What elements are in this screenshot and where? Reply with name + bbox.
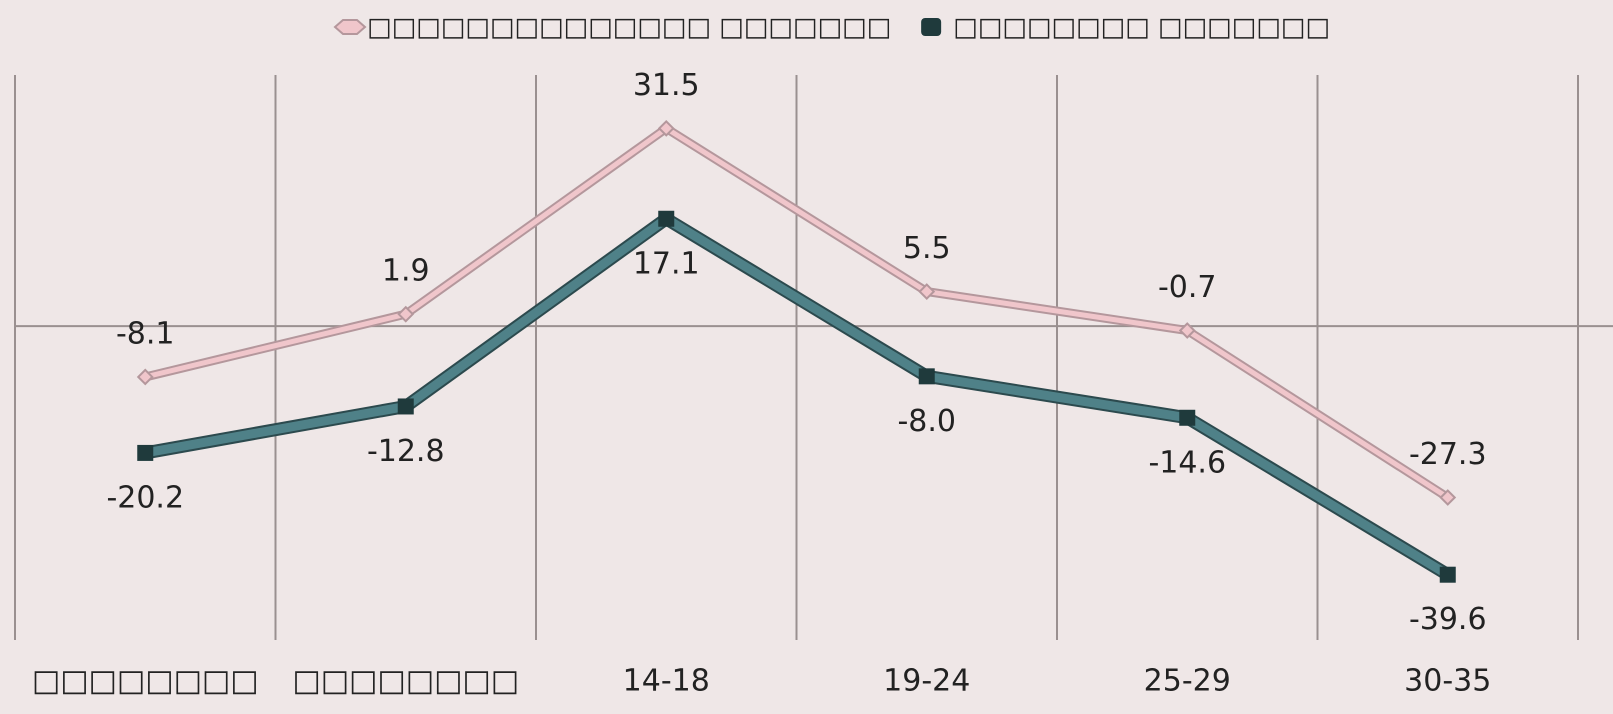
marker [397, 398, 414, 415]
legend-label: □□□□□□□□ □□□□□□□ [953, 13, 1330, 43]
marker [137, 444, 154, 461]
data-label: -39.6 [1409, 602, 1487, 637]
data-label: -8.1 [116, 316, 175, 351]
x-tick-label: □□□□□□□□ [32, 664, 259, 699]
x-tick-label: 30-35 [1404, 664, 1491, 699]
data-label: -20.2 [106, 480, 184, 515]
marker [918, 283, 936, 300]
data-label: -0.7 [1158, 270, 1217, 305]
series-line [144, 125, 1450, 500]
data-label: -12.8 [367, 434, 445, 469]
data-label: 1.9 [382, 254, 430, 289]
data-label: -14.6 [1148, 445, 1226, 480]
marker [918, 368, 935, 385]
legend: □□□□□□□□□□□□□□ □□□□□□□ □□□□□□□□ □□□□□□□ [333, 13, 1330, 43]
data-label: 5.5 [903, 231, 951, 266]
marker [657, 119, 675, 137]
data-label: -8.0 [897, 404, 956, 439]
x-tick-label: 25-29 [1144, 664, 1231, 699]
x-tick-label: 19-24 [883, 664, 970, 699]
marker [136, 368, 154, 386]
data-label: 17.1 [633, 246, 700, 281]
marker [1439, 566, 1456, 583]
marker [1178, 322, 1196, 339]
legend-marker [921, 18, 942, 36]
data-label: 31.5 [633, 68, 700, 103]
marker [397, 305, 415, 323]
data-label: -27.3 [1409, 437, 1487, 472]
x-tick-label: 14-18 [623, 664, 710, 699]
series-line [144, 214, 1451, 579]
marker [1439, 489, 1457, 506]
legend-label: □□□□□□□□□□□□□□ □□□□□□□ [367, 13, 891, 43]
marker [1179, 409, 1196, 426]
x-tick-label: □□□□□□□□ [292, 664, 519, 699]
marker [658, 210, 675, 227]
legend-marker [333, 19, 367, 35]
